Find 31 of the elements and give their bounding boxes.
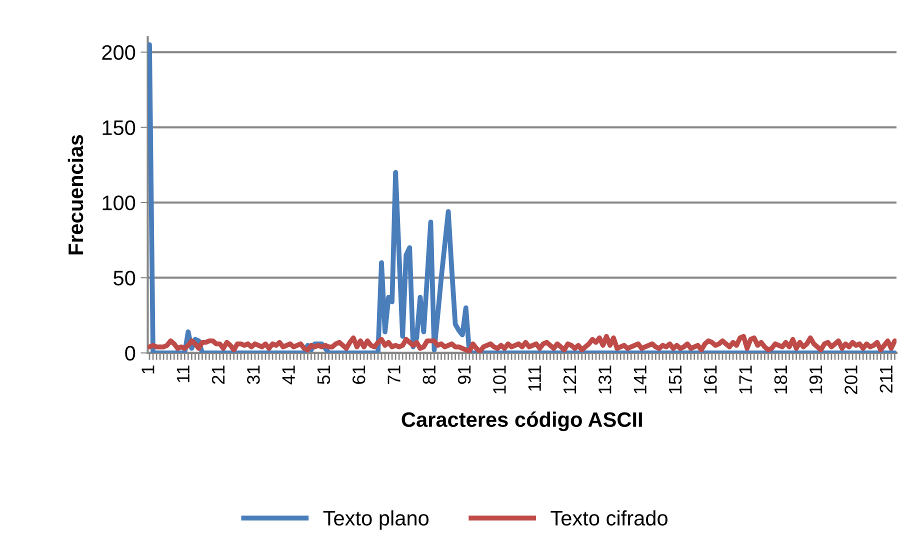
- x-tick-label: 21: [212, 366, 224, 384]
- x-tick-label: 191: [809, 366, 822, 394]
- x-tick-label: 141: [634, 366, 646, 394]
- x-tick-label: 131: [598, 366, 612, 394]
- x-tick-label: 71: [388, 366, 400, 384]
- x-tick-label: 121: [563, 366, 576, 394]
- y-axis-title: Frecuencias: [68, 135, 84, 254]
- x-tick-label: 41: [282, 366, 295, 384]
- x-tick-label: 171: [739, 366, 752, 394]
- x-tick-label: 111: [528, 366, 541, 391]
- x-tick-label: 151: [669, 366, 682, 394]
- x-tick-label: 81: [422, 366, 436, 384]
- x-tick-label: 101: [493, 366, 506, 394]
- x-tick-label: 91: [458, 366, 471, 384]
- x-axis-title: Caracteres código ASCII: [402, 411, 642, 432]
- y-tick-label: 200: [102, 45, 136, 60]
- legend-label: Texto plano: [323, 510, 429, 530]
- y-tick-label: 100: [102, 196, 136, 210]
- y-tick-label: 150: [102, 120, 136, 136]
- x-tick-label: 211: [880, 366, 892, 393]
- x-tick-label: 181: [774, 366, 788, 394]
- y-tick-label: 0: [125, 346, 136, 361]
- x-tick-label: 61: [352, 366, 366, 384]
- x-tick-label: 201: [844, 366, 858, 394]
- x-tick-label: 51: [318, 366, 330, 384]
- x-tick-label: 31: [247, 366, 260, 384]
- legend-label: Texto cifrado: [550, 510, 668, 526]
- x-tick-label: 161: [704, 366, 717, 394]
- y-tick-label: 50: [114, 270, 136, 286]
- x-tick-label: 11: [176, 366, 190, 382]
- x-tick-label: 1: [142, 366, 154, 374]
